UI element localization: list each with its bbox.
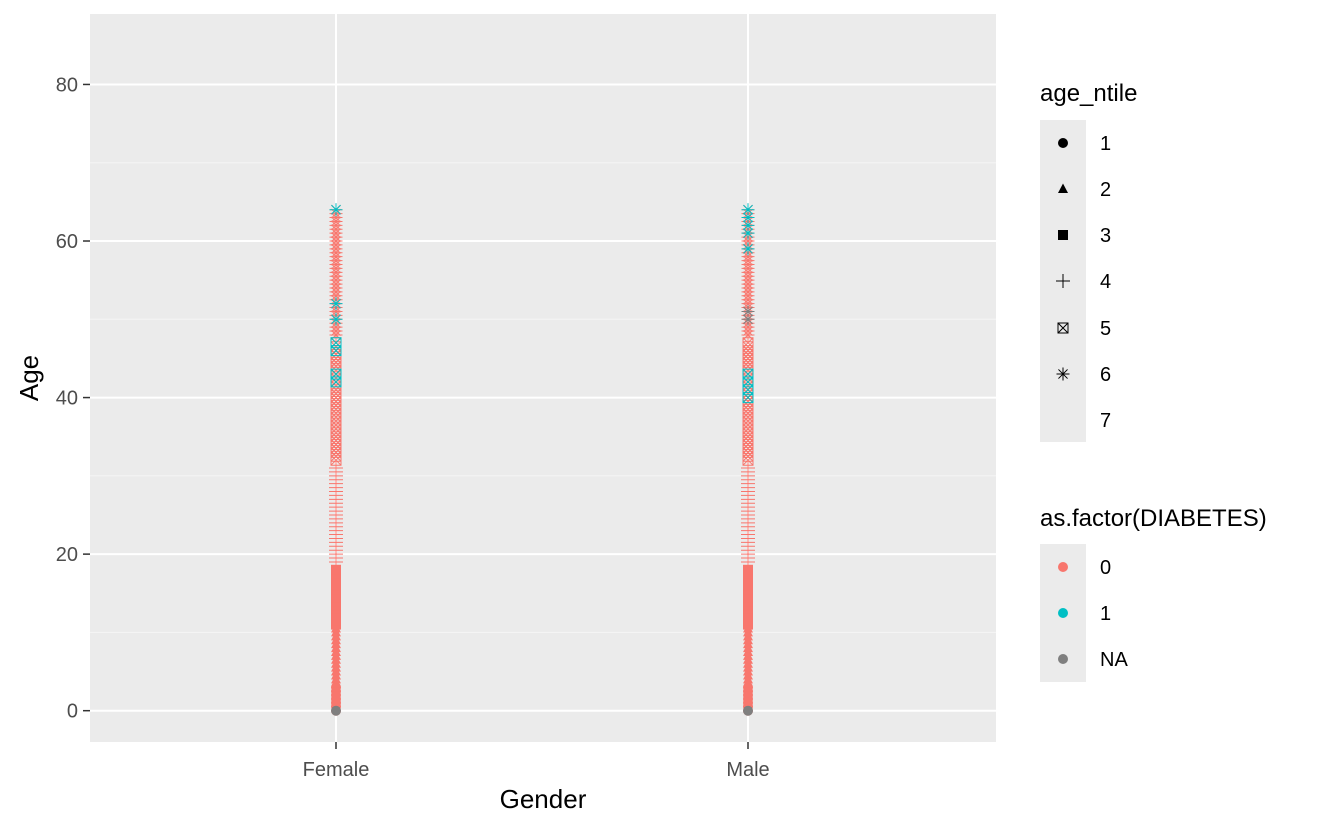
x-tick-label: Male <box>726 759 769 781</box>
plot-panel <box>90 14 996 742</box>
point-asterisk <box>741 226 755 240</box>
point-circle <box>1058 562 1068 572</box>
point-square-x <box>330 376 342 388</box>
legend-key-diabetes-na <box>1058 654 1068 664</box>
x-tick-label: Female <box>303 759 370 781</box>
legend-label-diabetes-na: NA <box>1100 649 1128 671</box>
point-asterisk <box>741 211 755 225</box>
legend-label-diabetes-1: 1 <box>1100 603 1112 625</box>
y-tick-label: 40 <box>56 388 78 410</box>
legend-label-diabetes-0: 0 <box>1100 557 1112 579</box>
point-asterisk <box>741 218 755 232</box>
y-axis-ticks: 0 20 40 60 80 <box>56 74 90 723</box>
point-asterisk <box>329 312 343 326</box>
legend-key-ntile-7 <box>1041 398 1085 442</box>
point-circle <box>1058 654 1068 664</box>
point-asterisk <box>741 242 755 256</box>
data-points <box>329 203 755 716</box>
point-triangle <box>1058 183 1068 193</box>
point-circle <box>1058 608 1068 618</box>
legend-key-ntile-6 <box>1056 367 1070 381</box>
point-square <box>743 564 753 575</box>
point-circle <box>331 705 341 716</box>
y-tick-label: 20 <box>56 544 78 566</box>
point-plus <box>1056 274 1070 288</box>
point-asterisk <box>329 297 343 311</box>
y-tick-label: 0 <box>67 701 78 723</box>
legend-label-ntile-6: 6 <box>1100 364 1112 386</box>
legend-key-ntile-1 <box>1058 138 1068 148</box>
point-asterisk <box>1056 367 1070 381</box>
legend-label-ntile-5: 5 <box>1100 318 1112 340</box>
legend-key-ntile-4 <box>1056 274 1070 288</box>
y-tick-label: 60 <box>56 231 78 253</box>
point-asterisk <box>741 203 755 217</box>
point-plus <box>329 461 343 476</box>
point-square <box>331 564 341 575</box>
legend-label-ntile-1: 1 <box>1100 133 1112 155</box>
point-asterisk <box>741 304 755 318</box>
point-square-x <box>742 384 754 396</box>
legend-key-ntile-5 <box>1057 322 1069 334</box>
point-circle <box>1058 138 1068 148</box>
point-asterisk <box>741 312 755 326</box>
point-square-x <box>742 392 754 404</box>
legend-key-ntile-3 <box>1058 230 1068 240</box>
point-square-x <box>742 376 754 388</box>
point-square <box>1058 230 1068 240</box>
legend-key-ntile-2 <box>1058 183 1068 193</box>
point-square-x <box>330 345 342 357</box>
point-square-x <box>330 368 342 380</box>
x-axis-ticks: Female Male <box>303 742 770 781</box>
legend-key-diabetes-1 <box>1058 608 1068 618</box>
point-asterisk <box>329 203 343 217</box>
legend-key-diabetes-0 <box>1058 562 1068 572</box>
legend-label-ntile-7: 7 <box>1100 410 1112 432</box>
point-plus <box>741 461 755 476</box>
point-circle <box>743 705 753 716</box>
point-square-x <box>742 368 754 380</box>
y-axis-label: Age <box>14 355 44 401</box>
legend-label-ntile-3: 3 <box>1100 225 1112 247</box>
point-square-x <box>1057 322 1069 334</box>
point-square-x <box>330 337 342 349</box>
x-axis-label: Gender <box>500 784 587 814</box>
minor-gridlines <box>90 162 996 633</box>
legend-label-ntile-2: 2 <box>1100 179 1112 201</box>
legend-title-age-ntile: age_ntile <box>1040 80 1138 107</box>
point-square-x <box>742 337 754 349</box>
y-tick-label: 80 <box>56 74 78 96</box>
legend-label-ntile-4: 4 <box>1100 271 1112 293</box>
legend-title-diabetes: as.factor(DIABETES) <box>1040 505 1267 532</box>
